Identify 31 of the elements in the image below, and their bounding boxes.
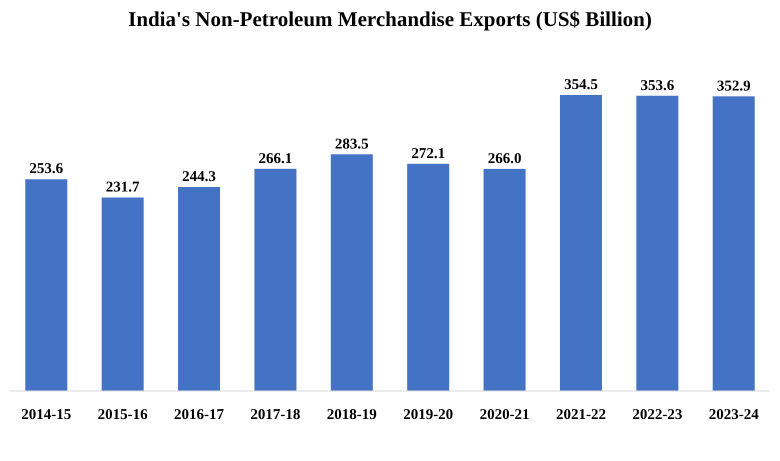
chart-title: India's Non-Petroleum Merchandise Exports (US$ Billion) bbox=[128, 7, 652, 31]
x-tick-label: 2015-16 bbox=[98, 407, 148, 423]
bar bbox=[407, 164, 450, 391]
data-label: 266.0 bbox=[488, 150, 522, 167]
x-tick-label: 2018-19 bbox=[326, 407, 377, 423]
x-tick-label: 2017-18 bbox=[250, 407, 300, 423]
bar bbox=[712, 96, 755, 391]
data-label: 253.6 bbox=[29, 161, 64, 178]
data-label: 231.7 bbox=[106, 180, 140, 196]
x-tick-label: 2021-22 bbox=[556, 407, 606, 423]
bar bbox=[254, 168, 296, 391]
data-label: 353.6 bbox=[640, 78, 675, 94]
data-label: 354.5 bbox=[564, 77, 598, 93]
bar bbox=[484, 168, 526, 391]
bar bbox=[25, 179, 68, 391]
x-tick-label: 2022-23 bbox=[632, 407, 682, 423]
bar bbox=[178, 187, 220, 391]
bar bbox=[330, 154, 373, 391]
x-tick-label: 2020-21 bbox=[480, 407, 530, 423]
data-label: 266.1 bbox=[258, 150, 292, 167]
data-label: 283.5 bbox=[334, 136, 369, 152]
bar bbox=[560, 95, 602, 391]
x-tick-label: 2019-20 bbox=[403, 407, 454, 423]
x-tick-label: 2023-24 bbox=[708, 407, 760, 423]
data-label: 272.1 bbox=[411, 146, 446, 162]
bar bbox=[636, 96, 678, 391]
data-label: 352.9 bbox=[716, 78, 751, 94]
x-tick-label: 2014-15 bbox=[21, 407, 72, 423]
bar bbox=[102, 198, 144, 391]
x-tick-label: 2016-17 bbox=[174, 407, 225, 423]
data-label: 244.3 bbox=[182, 169, 216, 186]
